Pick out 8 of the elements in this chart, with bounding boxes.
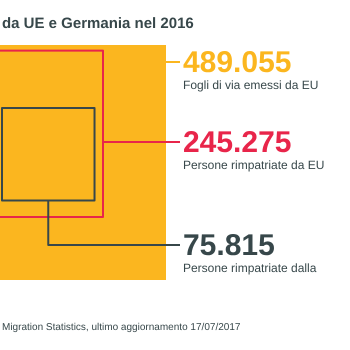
- category-label: Persone rimpatriate dalla: [183, 261, 317, 275]
- text: Migration Statistics, ultimo aggiornamento 17/07/2017: [2, 322, 241, 333]
- data-label: 489.055: [183, 46, 292, 79]
- text: da UE e Germania nel 2016: [2, 15, 194, 32]
- data-label: 245.275: [183, 126, 292, 159]
- category-label: Persone rimpatriate da EU: [183, 158, 324, 172]
- category-label: Fogli di via emessi da EU: [183, 78, 318, 92]
- data-label: 75.815: [183, 229, 275, 262]
